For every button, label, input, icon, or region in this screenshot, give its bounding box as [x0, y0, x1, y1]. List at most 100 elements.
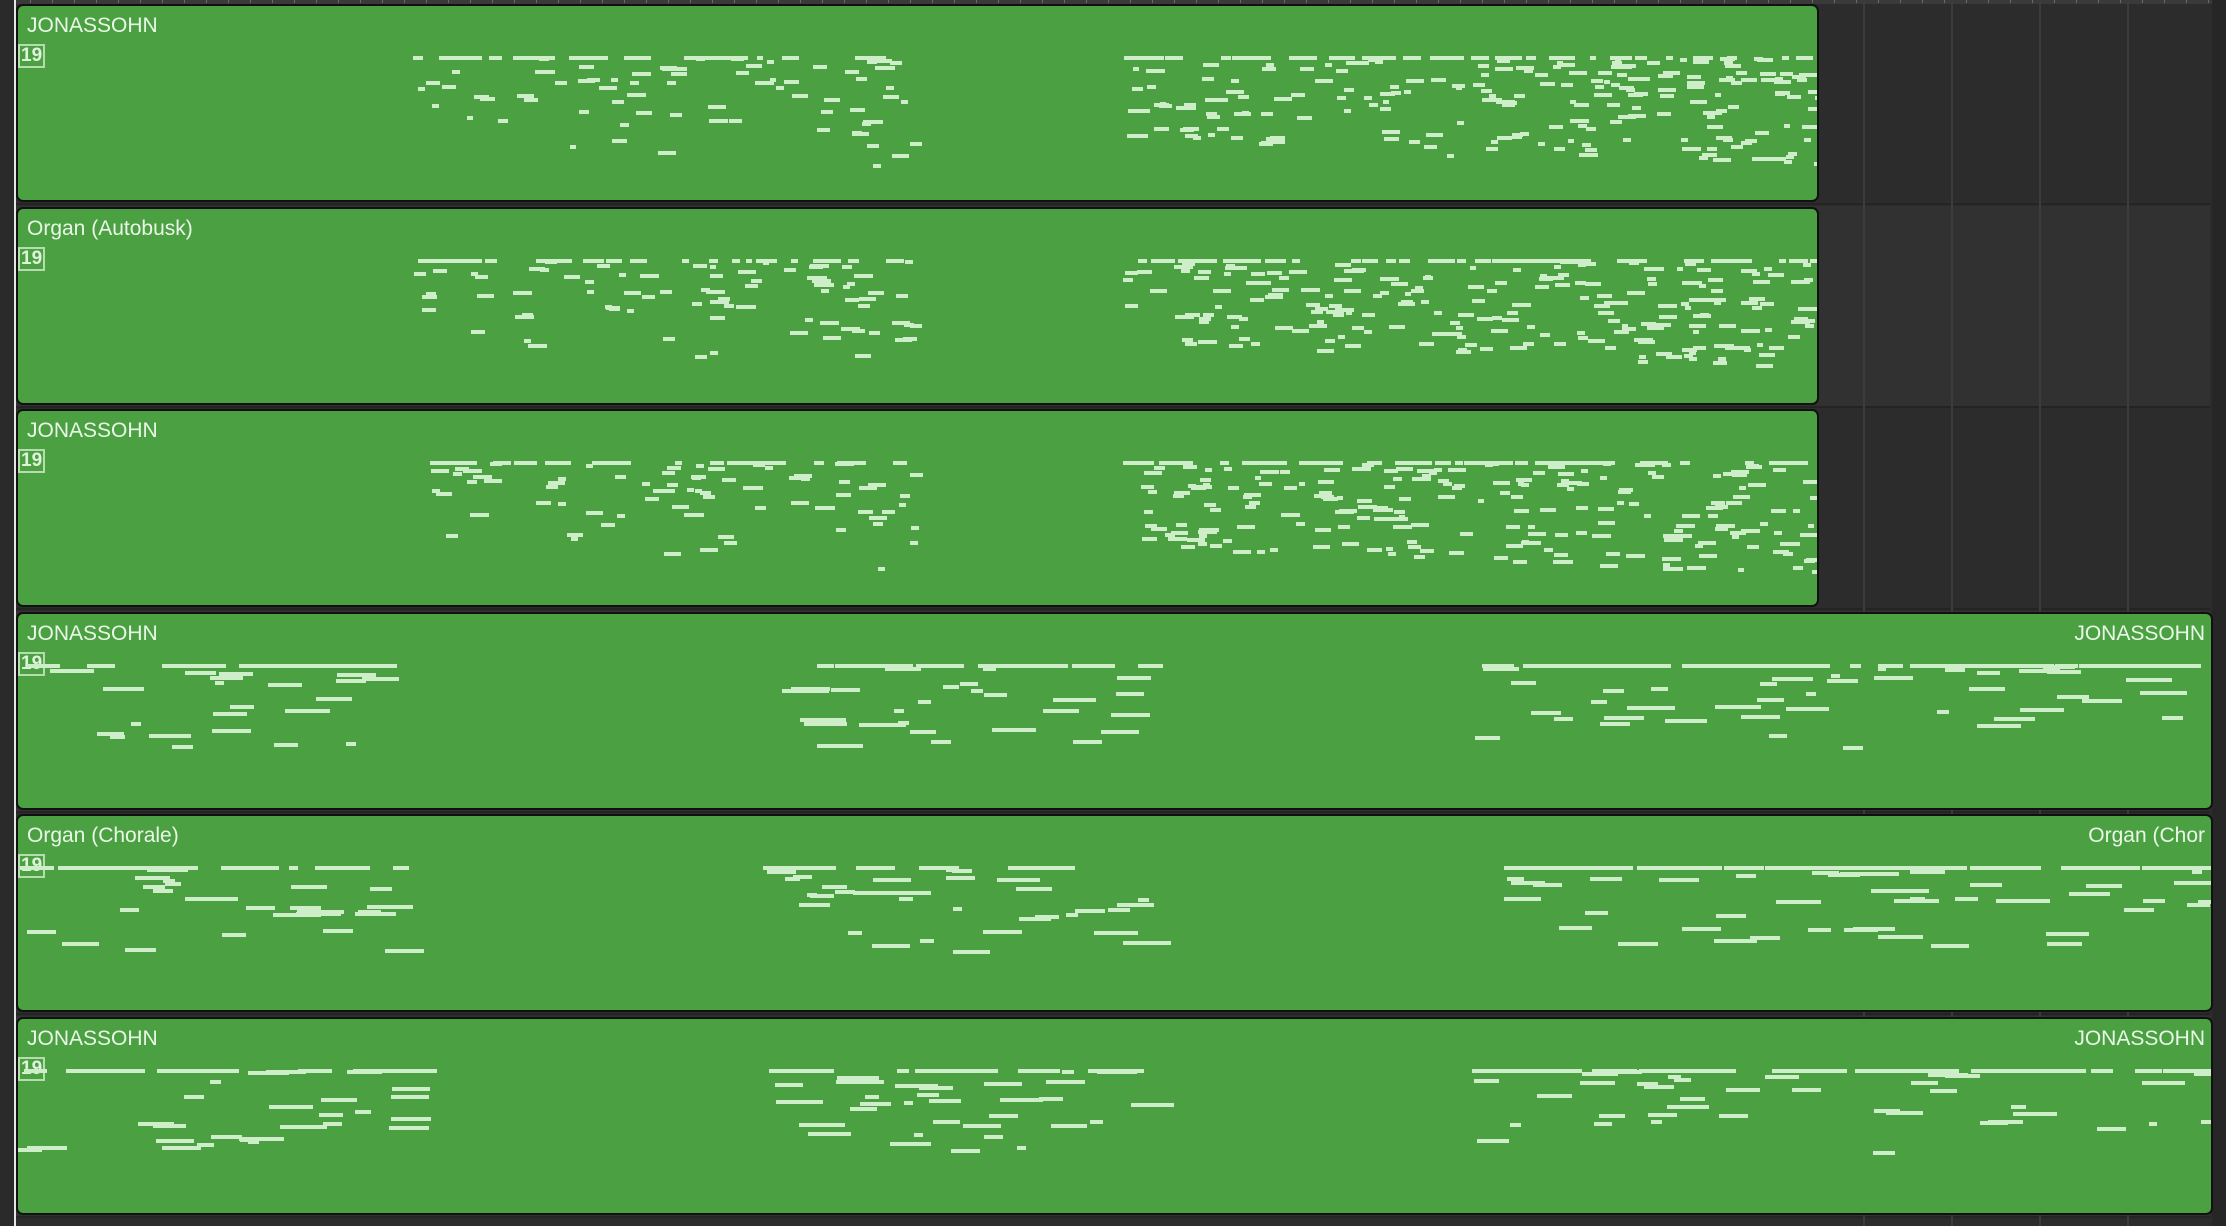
timeline-ruler[interactable]: [0, 0, 2226, 4]
midi-note: [1513, 560, 1527, 565]
midi-note: [439, 56, 455, 60]
midi-note: [1772, 663, 1792, 668]
midi-note: [816, 127, 830, 132]
midi-note: [2174, 881, 2211, 886]
midi-note: [673, 66, 687, 71]
midi-note: [2042, 664, 2075, 669]
midi-note: [1658, 461, 1667, 465]
midi-note: [298, 1068, 332, 1073]
midi-note: [1315, 78, 1333, 83]
midi-note: [1594, 303, 1611, 308]
midi-note: [1803, 480, 1817, 484]
midi-region[interactable]: JONASSOHN 19: [16, 4, 1819, 202]
midi-note: [1398, 496, 1411, 501]
midi-note: [1415, 286, 1424, 291]
midi-note: [566, 532, 584, 537]
midi-note: [125, 948, 157, 953]
midi-note: [1324, 294, 1333, 299]
midi-region[interactable]: Organ (Autobusk) 19: [16, 206, 1819, 405]
ruler-tick: [976, 0, 977, 3]
midi-note: [1797, 663, 1831, 668]
midi-note: [248, 1139, 259, 1144]
midi-note: [1482, 663, 1509, 668]
midi-note: [1632, 502, 1640, 507]
midi-note: [890, 60, 902, 65]
midi-note: [1657, 112, 1671, 117]
midi-note: [1440, 258, 1452, 263]
midi-note: [1039, 1097, 1063, 1102]
midi-note: [1731, 470, 1749, 475]
midi-note: [1258, 481, 1272, 486]
midi-note: [1618, 488, 1633, 493]
midi-note: [133, 866, 157, 870]
midi-note: [1689, 297, 1709, 302]
ruler-tick: [1020, 0, 1021, 3]
ruler-tick: [1064, 0, 1065, 3]
playhead[interactable]: [14, 0, 16, 1226]
midi-note: [1776, 157, 1786, 162]
midi-note: [1017, 1068, 1057, 1073]
midi-note: [1673, 529, 1683, 534]
midi-region[interactable]: Organ (Chorale) Organ (Chor 19: [16, 814, 2213, 1012]
midi-note: [545, 485, 559, 490]
midi-note: [1969, 866, 2005, 870]
midi-note: [759, 258, 766, 263]
midi-note: [1437, 479, 1449, 484]
midi-note: [1635, 56, 1647, 60]
midi-note: [1705, 506, 1724, 511]
midi-note: [812, 259, 825, 264]
midi-note: [1640, 76, 1650, 81]
midi-note: [1284, 485, 1298, 490]
midi-note: [847, 281, 856, 286]
ruler-tick: [2098, 0, 2099, 3]
midi-region[interactable]: JONASSOHN JONASSOHN 19: [16, 611, 2213, 810]
midi-region[interactable]: JONASSOHN JONASSOHN 19: [16, 1016, 2213, 1215]
midi-note: [1249, 500, 1260, 505]
midi-note: [873, 522, 884, 527]
midi-note: [1549, 125, 1564, 130]
ruler-tick: [1372, 0, 1373, 3]
scrollbar-edge[interactable]: [2212, 0, 2226, 1226]
ruler-tick: [1460, 0, 1461, 3]
midi-note: [900, 100, 908, 105]
ruler-tick: [2054, 0, 2055, 3]
midi-note: [1263, 140, 1272, 145]
midi-note: [608, 461, 624, 465]
track-lane[interactable]: [0, 813, 2210, 1015]
midi-note: [945, 1068, 981, 1073]
track-lane[interactable]: [0, 3, 2210, 205]
midi-note: [116, 1068, 146, 1073]
midi-note: [754, 461, 770, 465]
midi-note: [1605, 552, 1620, 557]
midi-note: [1588, 866, 1601, 870]
ruler-tick: [1284, 0, 1285, 3]
midi-note: [1927, 866, 1937, 870]
midi-note: [1540, 274, 1547, 279]
midi-note: [667, 80, 677, 85]
midi-note: [2130, 663, 2158, 668]
midi-note: [872, 943, 910, 948]
midi-note: [157, 1068, 203, 1073]
midi-note: [489, 56, 503, 60]
midi-region[interactable]: JONASSOHN 19: [16, 409, 1819, 607]
midi-note: [1584, 148, 1598, 153]
midi-note: [1489, 93, 1496, 98]
midi-note: [1602, 688, 1625, 693]
track-lane[interactable]: [0, 408, 2210, 610]
midi-note: [1526, 56, 1537, 60]
midi-note: [590, 258, 604, 263]
midi-note: [920, 939, 935, 944]
midi-note: [1356, 516, 1371, 520]
region-name: Organ (Autobusk): [27, 216, 193, 240]
midi-note: [2056, 694, 2090, 699]
midi-note: [667, 483, 678, 488]
midi-note: [1791, 319, 1811, 324]
ruler-tick: [756, 0, 757, 3]
midi-note: [1791, 280, 1810, 285]
midi-note: [1553, 147, 1565, 152]
midi-note: [1050, 1068, 1060, 1073]
midi-note: [2069, 891, 2110, 896]
midi-note: [1423, 144, 1438, 149]
midi-note: [1809, 496, 1817, 501]
ruler-tick: [1526, 0, 1527, 3]
